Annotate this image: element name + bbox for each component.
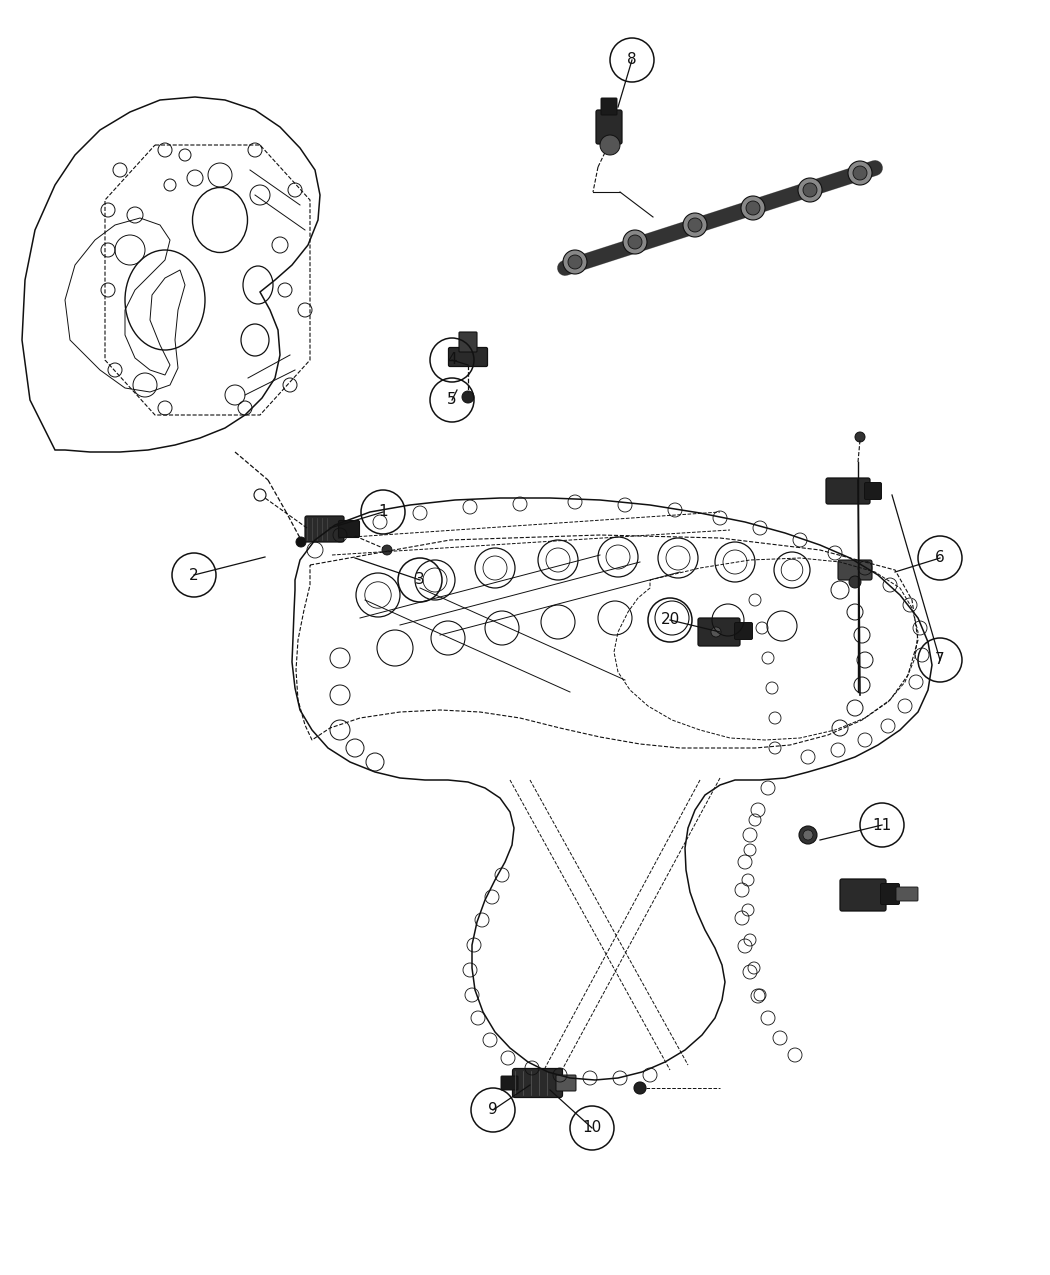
Circle shape [798,179,822,201]
FancyBboxPatch shape [840,878,886,912]
Text: 2: 2 [189,567,198,583]
Text: 3: 3 [415,572,425,588]
FancyBboxPatch shape [459,332,477,352]
Circle shape [628,235,642,249]
Circle shape [634,1082,646,1094]
Circle shape [855,432,865,442]
Circle shape [563,250,587,274]
Circle shape [382,544,392,555]
Circle shape [688,218,702,232]
Circle shape [853,166,867,180]
Circle shape [746,201,760,215]
FancyBboxPatch shape [838,560,872,580]
Circle shape [623,230,647,254]
Text: 7: 7 [936,653,945,668]
Text: 8: 8 [627,52,636,68]
FancyBboxPatch shape [556,1075,576,1091]
FancyBboxPatch shape [735,622,753,640]
Circle shape [462,391,474,403]
Circle shape [682,213,707,237]
Text: 9: 9 [488,1103,498,1117]
Text: 5: 5 [447,393,457,408]
FancyBboxPatch shape [698,618,740,646]
Circle shape [741,196,765,221]
Circle shape [803,184,817,198]
FancyBboxPatch shape [864,482,882,500]
Circle shape [803,830,813,840]
Circle shape [849,576,861,588]
FancyBboxPatch shape [896,887,918,901]
Circle shape [848,161,872,185]
Circle shape [296,537,306,547]
FancyBboxPatch shape [448,348,487,366]
FancyBboxPatch shape [826,478,870,504]
FancyBboxPatch shape [304,516,344,542]
Circle shape [568,255,582,269]
Text: 10: 10 [583,1121,602,1136]
FancyBboxPatch shape [601,98,617,115]
Text: 20: 20 [660,612,679,627]
Circle shape [799,826,817,844]
FancyBboxPatch shape [596,110,622,144]
Circle shape [600,135,620,156]
FancyBboxPatch shape [512,1068,563,1098]
FancyBboxPatch shape [501,1076,518,1090]
FancyBboxPatch shape [338,520,359,538]
Text: 4: 4 [447,352,457,367]
Text: 11: 11 [873,817,891,833]
Text: 6: 6 [936,551,945,566]
FancyBboxPatch shape [881,884,900,904]
Text: 1: 1 [378,505,387,519]
Circle shape [711,627,721,638]
